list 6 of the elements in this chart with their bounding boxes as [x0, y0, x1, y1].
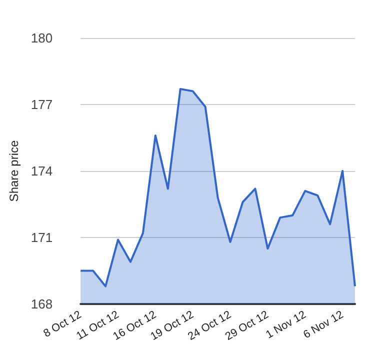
- y-tick-label: 180: [30, 30, 53, 46]
- y-axis-title: Share price: [7, 140, 21, 202]
- y-tick-label: 171: [30, 230, 53, 245]
- y-tick-label: 174: [30, 164, 53, 178]
- y-tick-label: 177: [30, 97, 53, 112]
- y-tick-label: 168: [30, 296, 53, 312]
